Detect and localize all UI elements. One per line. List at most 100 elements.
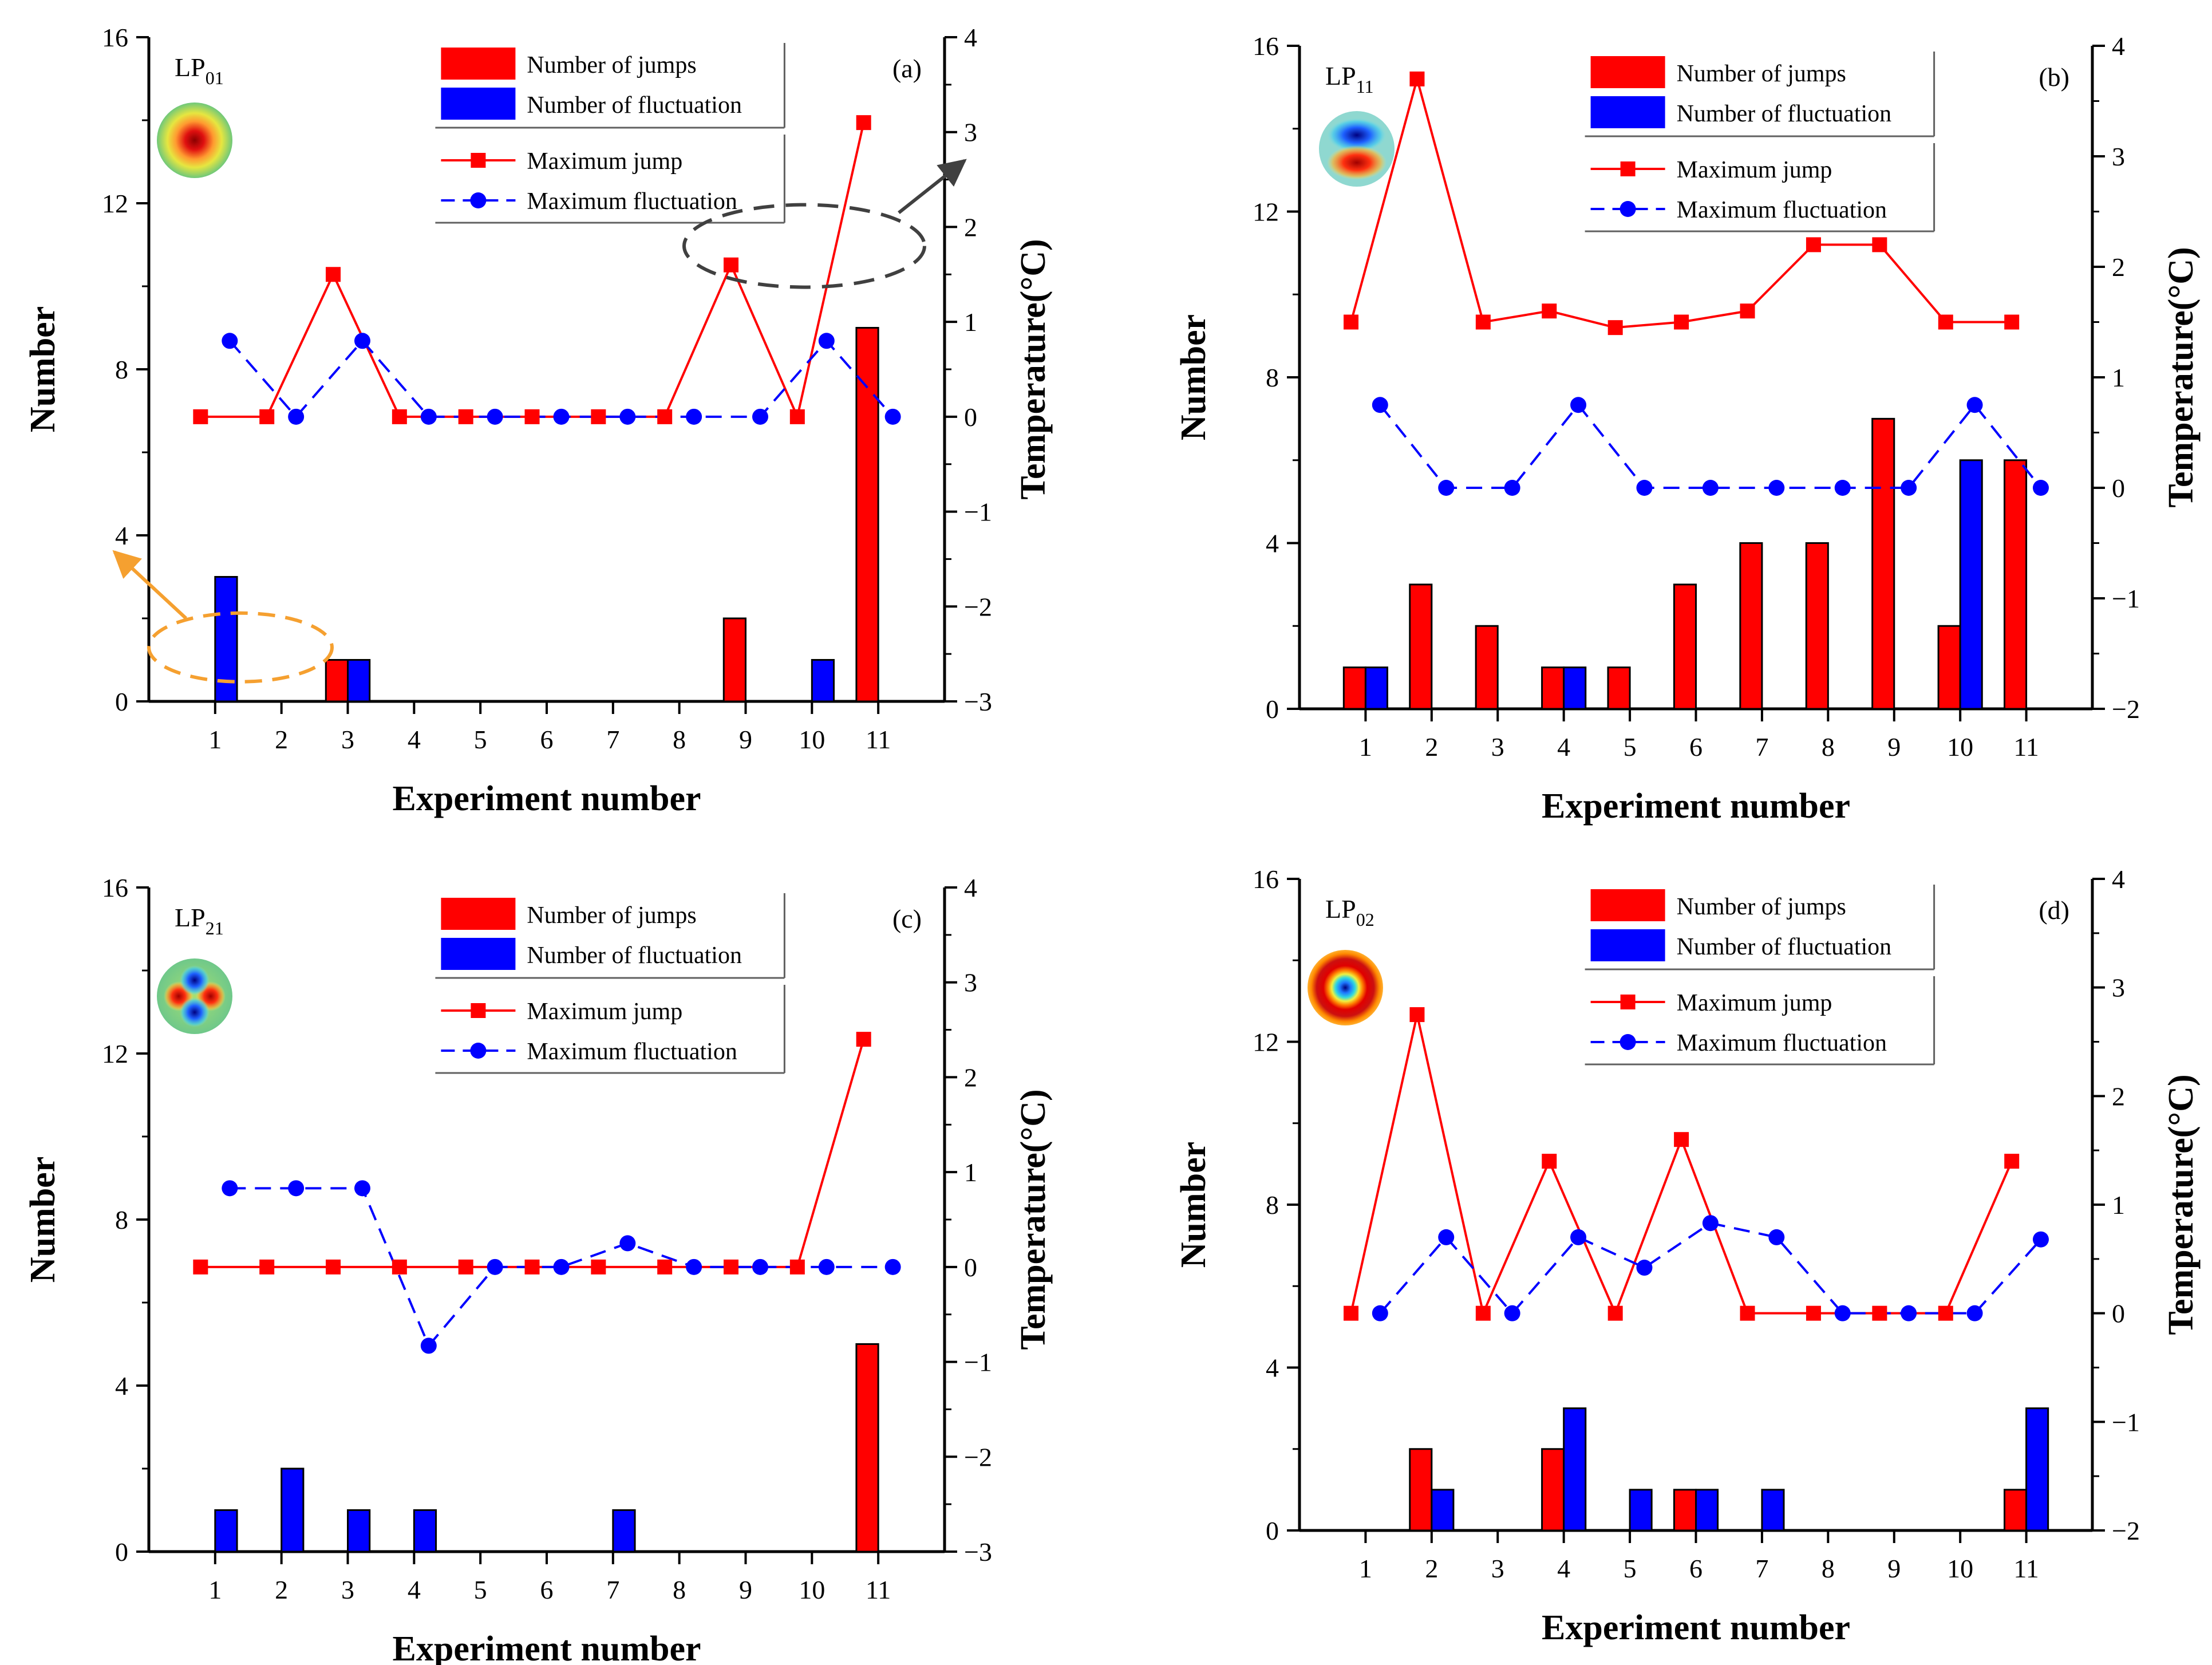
x-tick-label: 9 [1887, 732, 1901, 762]
left-tick-label: 0 [115, 1537, 128, 1567]
left-tick-label: 0 [1266, 1516, 1279, 1545]
legend-label-fluctuation: Number of fluctuation [1677, 101, 1892, 127]
point-max-fluctuation-7 [1768, 1229, 1785, 1245]
x-tick-label: 6 [540, 725, 554, 754]
point-max-jump-9 [724, 257, 739, 273]
mode-label-main: LP [1325, 894, 1356, 924]
point-max-fluctuation-9 [1901, 1305, 1917, 1321]
point-max-fluctuation-10 [1966, 397, 1983, 413]
point-max-fluctuation-5 [487, 408, 503, 425]
x-tick-label: 9 [739, 725, 752, 754]
mode-lobe-cold [1327, 118, 1387, 152]
x-tick-label: 2 [1425, 1554, 1438, 1583]
point-max-jump-4 [392, 1259, 407, 1275]
bar-fluctuation-7 [612, 1509, 636, 1553]
mode-label: LP21 [175, 903, 224, 938]
point-max-jump-10 [1938, 1305, 1953, 1321]
bar-jumps-7 [1739, 542, 1763, 710]
point-max-jump-9 [1872, 1305, 1887, 1321]
point-max-fluctuation-8 [686, 1258, 702, 1275]
bar-fluctuation-5 [1629, 1489, 1653, 1532]
right-tick-label: 1 [964, 307, 977, 337]
legend-swatch-jumps [441, 48, 516, 80]
left-tick-label: 16 [1253, 31, 1279, 61]
bar-jumps-8 [1805, 542, 1829, 710]
right-tick-label: −1 [964, 1348, 992, 1377]
point-max-jump-4 [1542, 303, 1557, 319]
point-max-jump-6 [524, 409, 540, 424]
mode-disc [157, 958, 232, 1034]
point-max-fluctuation-5 [1636, 1260, 1653, 1276]
line-max-jump [1350, 1014, 2013, 1317]
point-max-fluctuation-9 [1901, 480, 1917, 496]
legend-label-max-jump: Maximum jump [1677, 157, 1832, 183]
bar-jumps-9 [722, 617, 747, 703]
x-tick-label: 10 [799, 725, 825, 754]
point-max-fluctuation-3 [1504, 1305, 1520, 1321]
legend: Number of jumps Number of fluctuation Maxi… [435, 43, 785, 224]
mode-disc [157, 102, 232, 178]
left-tick-label: 8 [115, 1205, 128, 1234]
point-max-fluctuation-9 [752, 1258, 768, 1275]
point-max-fluctuation-8 [686, 408, 702, 425]
point-max-fluctuation-8 [1834, 1305, 1851, 1321]
x-tick-label: 3 [341, 1575, 354, 1604]
bar-fluctuation-4 [1563, 666, 1587, 710]
mode-label-sub: 11 [1356, 76, 1374, 97]
point-max-jump-11 [856, 115, 871, 131]
x-tick-label: 5 [474, 1575, 487, 1604]
mode-label-sub: 21 [206, 918, 224, 938]
point-max-jump-3 [1475, 314, 1491, 330]
bar-jumps-11 [855, 327, 879, 703]
point-max-fluctuation-2 [288, 1180, 305, 1197]
left-tick-label: 8 [1266, 363, 1279, 392]
point-max-jump-5 [1607, 1305, 1623, 1321]
bar-jumps-6 [1673, 583, 1697, 710]
right-tick-label: 2 [2112, 252, 2125, 282]
legend-label-fluctuation: Number of fluctuation [527, 942, 742, 969]
right-tick-label: −3 [964, 687, 992, 716]
point-max-fluctuation-6 [553, 408, 570, 425]
bar-jumps-11 [2003, 459, 2028, 710]
point-max-jump-2 [1409, 71, 1425, 86]
legend-marker-fluctuation [1620, 201, 1636, 217]
point-max-fluctuation-10 [1966, 1305, 1983, 1321]
right-tick-label: 0 [2112, 474, 2125, 503]
point-max-jump-3 [326, 1259, 341, 1275]
x-tick-label: 3 [341, 725, 354, 754]
x-tick-label: 6 [540, 1575, 554, 1604]
panel-label: (c) [892, 904, 922, 933]
point-max-jump-5 [1607, 320, 1623, 336]
y2-axis-label: Temperature(°C) [2162, 247, 2201, 507]
mode-label-main: LP [175, 903, 206, 932]
legend-swatch-fluctuation [441, 938, 516, 970]
point-max-fluctuation-11 [2032, 480, 2049, 496]
panel-label: (d) [2039, 895, 2069, 925]
bar-jumps-9 [1871, 417, 1895, 710]
point-max-jump-8 [657, 409, 673, 424]
mode-label: LP01 [175, 53, 224, 88]
x-axis-label: Experiment number [392, 779, 701, 818]
x-tick-label: 2 [275, 1575, 288, 1604]
legend: Number of jumps Number of fluctuation Maxi… [1585, 885, 1936, 1066]
x-tick-label: 8 [1822, 732, 1835, 762]
right-tick-label: −3 [964, 1537, 992, 1567]
x-tick-label: 9 [739, 1575, 752, 1604]
legend-swatch-jumps [441, 898, 516, 930]
x-tick-label: 10 [799, 1575, 825, 1604]
legend-marker-jump [1620, 161, 1636, 176]
right-tick-label: 1 [2112, 363, 2125, 392]
legend-marker-fluctuation [1620, 1034, 1636, 1050]
left-tick-label: 12 [1253, 198, 1279, 227]
legend-swatch-fluctuation [1590, 929, 1665, 961]
lp02-mode-profile [1308, 950, 1383, 1025]
bar-fluctuation-7 [1761, 1489, 1785, 1532]
legend-label-max-fluctuation: Maximum fluctuation [1677, 1030, 1887, 1056]
legend-label-max-fluctuation: Maximum fluctuation [1677, 197, 1887, 223]
y-axis-label: Number [1174, 314, 1213, 440]
point-max-fluctuation-3 [354, 333, 370, 349]
point-max-fluctuation-8 [1834, 480, 1851, 496]
right-tick-label: −2 [2112, 1516, 2140, 1545]
